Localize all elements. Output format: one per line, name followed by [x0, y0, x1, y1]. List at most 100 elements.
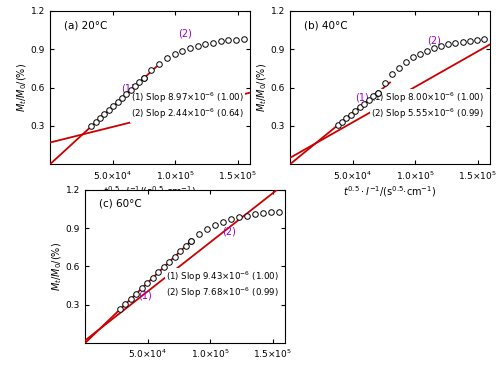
Point — [163, 55, 171, 61]
Point — [118, 95, 126, 101]
Text: (a) 20°C: (a) 20°C — [64, 20, 108, 30]
Point — [227, 216, 235, 222]
Point — [347, 112, 355, 118]
Point — [186, 45, 194, 51]
Point — [166, 259, 173, 265]
Text: (1) Slop 8.97×10$^{-6}$ (1.00)
(2) Slop 2.44×10$^{-6}$ (0.64): (1) Slop 8.97×10$^{-6}$ (1.00) (2) Slop … — [131, 91, 244, 121]
Point — [87, 123, 95, 129]
Point — [458, 39, 466, 45]
Point — [437, 43, 446, 49]
Point — [92, 119, 100, 125]
Point — [188, 238, 196, 243]
Point — [360, 101, 368, 107]
Point — [430, 45, 438, 51]
Point — [127, 296, 135, 302]
Point — [209, 39, 217, 45]
X-axis label: $t^{0.5}\cdot l^{-1}$/(s$^{0.5}$·cm$^{-1}$): $t^{0.5}\cdot l^{-1}$/(s$^{0.5}$·cm$^{-1… — [344, 184, 436, 199]
Point — [96, 115, 104, 121]
Point — [114, 99, 122, 105]
Point — [171, 254, 179, 260]
Point — [267, 210, 275, 215]
Point — [402, 59, 410, 65]
Point — [170, 51, 178, 57]
Point — [395, 65, 403, 70]
Point — [472, 37, 480, 43]
Text: (1): (1) — [120, 84, 134, 94]
Point — [232, 37, 240, 43]
Point — [452, 40, 460, 46]
Point — [188, 238, 196, 243]
Point — [148, 67, 156, 73]
Point — [211, 222, 219, 228]
Point — [356, 104, 364, 110]
Text: (b) 40°C: (b) 40°C — [304, 20, 348, 30]
Point — [374, 90, 382, 96]
Point — [444, 41, 452, 47]
Text: (c) 60°C: (c) 60°C — [99, 199, 142, 209]
Point — [423, 47, 431, 53]
Point — [374, 90, 382, 96]
Point — [224, 38, 232, 43]
Y-axis label: $M_t/M_0$/(%): $M_t/M_0$/(%) — [51, 242, 64, 291]
Point — [154, 269, 162, 275]
Point — [202, 41, 209, 47]
Point — [388, 72, 396, 77]
Point — [195, 231, 203, 237]
Y-axis label: $M_t/M_0$/(%): $M_t/M_0$/(%) — [256, 63, 270, 112]
Y-axis label: $M_t/M_0$/(%): $M_t/M_0$/(%) — [16, 63, 30, 112]
Point — [178, 48, 186, 54]
Point — [380, 80, 388, 85]
Point — [155, 61, 163, 66]
Point — [275, 209, 283, 215]
Text: (2): (2) — [222, 227, 235, 237]
Text: (1) Slop 8.00×10$^{-6}$ (1.00)
(2) Slop 5.55×10$^{-6}$ (0.99): (1) Slop 8.00×10$^{-6}$ (1.00) (2) Slop … — [371, 91, 484, 121]
X-axis label: $t^{0.5}\cdot l^{-1}$/(s$^{0.5}$·cm$^{-1}$): $t^{0.5}\cdot l^{-1}$/(s$^{0.5}$·cm$^{-1… — [104, 184, 196, 199]
Point — [144, 280, 152, 286]
Point — [219, 219, 227, 225]
Text: (1): (1) — [138, 291, 152, 301]
Point — [240, 36, 248, 42]
Text: (1): (1) — [356, 93, 370, 103]
Point — [176, 248, 184, 254]
Text: (2): (2) — [427, 35, 440, 45]
Point — [235, 214, 243, 220]
Point — [194, 43, 202, 49]
Text: (2): (2) — [178, 29, 192, 39]
Point — [338, 119, 346, 125]
Point — [216, 38, 224, 44]
Text: (1) Slop 9.43×10$^{-6}$ (1.00)
(2) Slop 7.68×10$^{-6}$ (0.99): (1) Slop 9.43×10$^{-6}$ (1.00) (2) Slop … — [166, 269, 279, 300]
Point — [342, 115, 350, 121]
Point — [109, 103, 117, 109]
Point — [136, 80, 143, 85]
Point — [105, 107, 113, 113]
Point — [352, 108, 360, 114]
Point — [132, 291, 140, 296]
Point — [334, 123, 342, 128]
Point — [259, 210, 267, 216]
Point — [140, 76, 148, 81]
Point — [122, 301, 130, 307]
Point — [203, 226, 211, 232]
Point — [126, 88, 134, 93]
Point — [409, 54, 417, 60]
Point — [122, 91, 130, 97]
Point — [116, 307, 124, 312]
Point — [140, 76, 148, 81]
Point — [131, 84, 139, 89]
Point — [251, 211, 259, 217]
Point — [100, 111, 108, 117]
Point — [149, 275, 157, 281]
Point — [182, 243, 190, 249]
Point — [466, 38, 473, 44]
Point — [416, 51, 424, 57]
Point — [369, 93, 377, 99]
Point — [138, 285, 146, 291]
Point — [364, 97, 372, 103]
Point — [243, 213, 251, 219]
Point — [160, 264, 168, 270]
X-axis label: $t^{0.5}\cdot l^{-1}$/(s$^{0.5}$·cm$^{-1}$): $t^{0.5}\cdot l^{-1}$/(s$^{0.5}$·cm$^{-1… — [138, 363, 232, 365]
Point — [480, 36, 488, 42]
